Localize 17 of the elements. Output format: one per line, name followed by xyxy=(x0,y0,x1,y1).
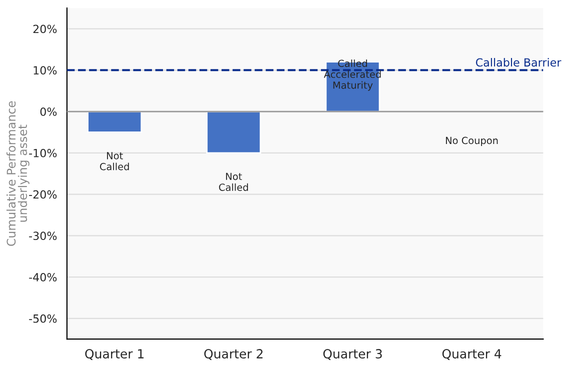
x-tick-label: Quarter 2 xyxy=(204,349,263,360)
x-tick-label: Quarter 1 xyxy=(85,349,144,360)
x-tick-label: Quarter 3 xyxy=(323,349,382,360)
x-tick-label: Quarter 4 xyxy=(442,349,502,360)
y-tick-label: -20% xyxy=(29,190,57,199)
y-axis-title: Cumulative Performance underlying asset xyxy=(6,101,30,246)
annotation: No Coupon xyxy=(446,136,498,146)
y-tick-label: -40% xyxy=(29,273,57,282)
y-tick-label: 20% xyxy=(33,24,57,34)
y-tick-label: 10% xyxy=(34,66,57,75)
y-tick-label: -10% xyxy=(29,148,57,158)
y-tick-label: -30% xyxy=(29,232,57,240)
annotation: Not Called xyxy=(100,152,129,170)
y-tick-label: 0% xyxy=(40,107,57,116)
ref-line-label: Callable Barrier xyxy=(476,58,562,67)
annotation: Not Called xyxy=(219,172,248,191)
y-tick-label: -50% xyxy=(29,314,57,323)
